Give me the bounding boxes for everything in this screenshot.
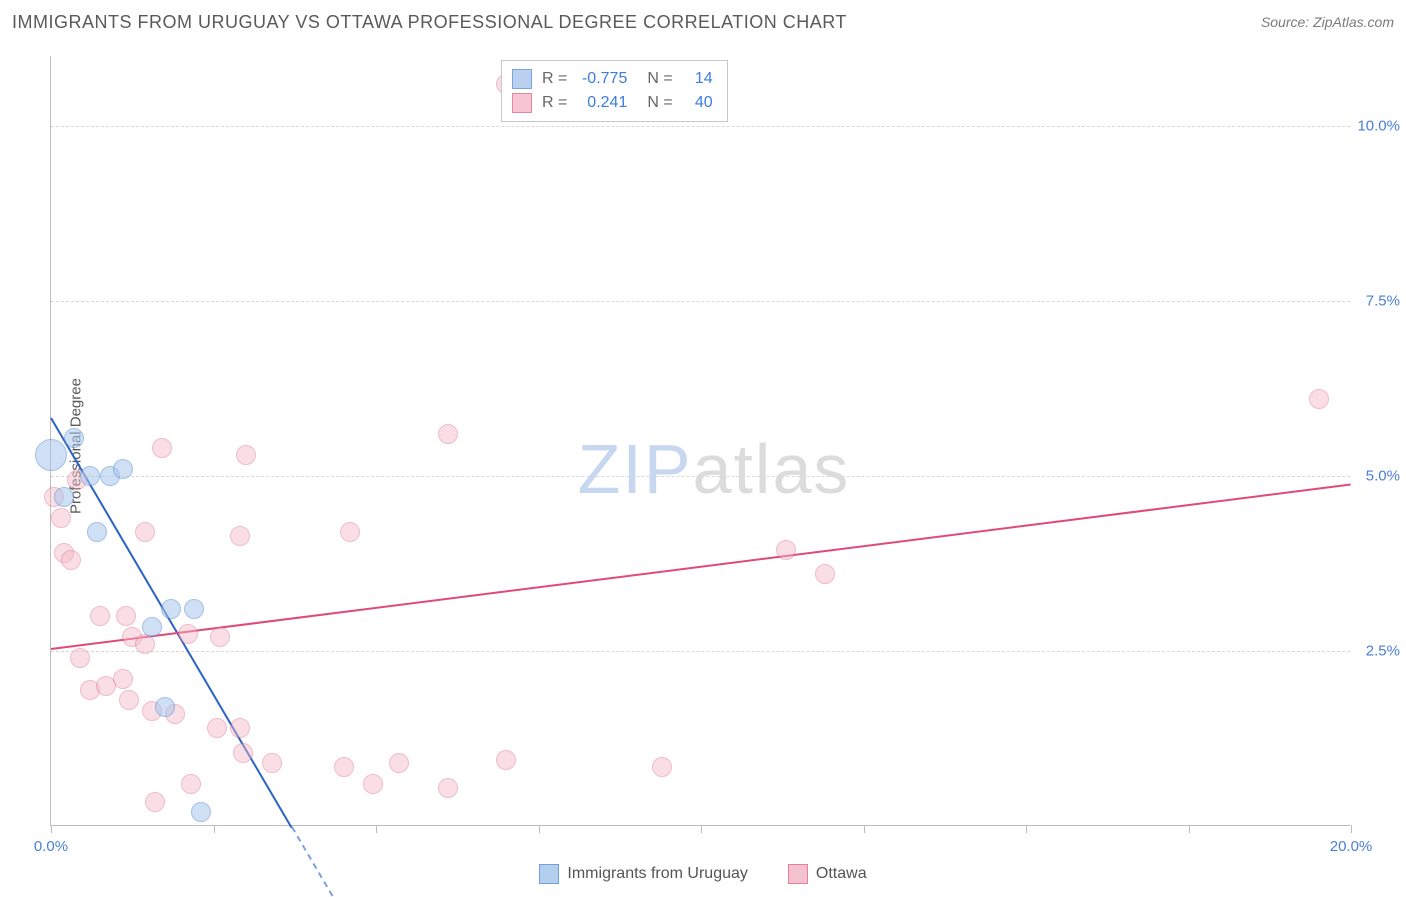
x-tick — [51, 825, 52, 833]
scatter-point — [262, 753, 282, 773]
x-tick — [214, 825, 215, 833]
x-tick — [376, 825, 377, 833]
scatter-point — [184, 599, 204, 619]
x-tick — [864, 825, 865, 833]
scatter-point — [815, 564, 835, 584]
scatter-point — [64, 428, 84, 448]
scatter-point — [70, 648, 90, 668]
correlation-row: R = -0.775 N = 14 — [512, 67, 713, 91]
x-tick-label: 20.0% — [1330, 838, 1373, 855]
y-tick-label: 7.5% — [1352, 293, 1400, 310]
r-value: 0.241 — [577, 91, 627, 115]
scatter-point — [236, 445, 256, 465]
scatter-point — [233, 743, 253, 763]
gridline-h — [51, 476, 1350, 477]
scatter-point — [80, 466, 100, 486]
r-label: R = — [542, 91, 567, 115]
y-tick-label: 2.5% — [1352, 643, 1400, 660]
scatter-point — [161, 599, 181, 619]
scatter-point — [496, 750, 516, 770]
watermark: ZIPatlas — [578, 429, 851, 509]
scatter-point — [363, 774, 383, 794]
scatter-point — [340, 522, 360, 542]
scatter-point — [230, 526, 250, 546]
scatter-point — [113, 459, 133, 479]
scatter-point — [178, 624, 198, 644]
legend-item: Immigrants from Uruguay — [539, 864, 748, 884]
source-label: Source: — [1261, 14, 1313, 30]
gridline-h — [51, 301, 1350, 302]
correlation-row: R = 0.241 N = 40 — [512, 91, 713, 115]
legend-label: Immigrants from Uruguay — [567, 865, 748, 883]
trend-line — [51, 483, 1351, 649]
r-value: -0.775 — [577, 67, 627, 91]
source-value: ZipAtlas.com — [1313, 14, 1394, 30]
legend-swatch — [512, 69, 532, 89]
scatter-point — [35, 439, 67, 471]
n-value: 40 — [683, 91, 713, 115]
scatter-plot-area: 2.5%5.0%7.5%10.0%0.0%20.0%ZIPatlasR =-0.… — [50, 56, 1350, 826]
scatter-point — [61, 550, 81, 570]
gridline-h — [51, 651, 1350, 652]
scatter-point — [389, 753, 409, 773]
scatter-point — [776, 540, 796, 560]
x-tick — [701, 825, 702, 833]
scatter-point — [181, 774, 201, 794]
x-tick — [1351, 825, 1352, 833]
source-attribution: Source: ZipAtlas.com — [1261, 14, 1394, 30]
n-label: N = — [647, 67, 672, 91]
scatter-point — [54, 487, 74, 507]
scatter-point — [96, 676, 116, 696]
scatter-point — [90, 606, 110, 626]
scatter-point — [334, 757, 354, 777]
legend-item: Ottawa — [788, 864, 867, 884]
bottom-legend: Immigrants from Uruguay Ottawa — [0, 864, 1406, 884]
scatter-point — [210, 627, 230, 647]
x-tick — [1189, 825, 1190, 833]
scatter-point — [51, 508, 71, 528]
scatter-point — [116, 606, 136, 626]
trend-line-dashed — [291, 826, 333, 896]
scatter-point — [142, 617, 162, 637]
gridline-h — [51, 126, 1350, 127]
scatter-point — [155, 697, 175, 717]
chart-header: IMMIGRANTS FROM URUGUAY VS OTTAWA PROFES… — [0, 0, 1406, 44]
scatter-point — [230, 718, 250, 738]
legend-swatch — [512, 93, 532, 113]
r-label: R = — [542, 67, 567, 91]
legend-swatch — [788, 864, 808, 884]
y-tick-label: 5.0% — [1352, 468, 1400, 485]
scatter-point — [135, 522, 155, 542]
scatter-point — [145, 792, 165, 812]
scatter-point — [438, 424, 458, 444]
chart-title: IMMIGRANTS FROM URUGUAY VS OTTAWA PROFES… — [12, 12, 847, 33]
scatter-point — [438, 778, 458, 798]
scatter-point — [1309, 389, 1329, 409]
scatter-point — [119, 690, 139, 710]
legend-label: Ottawa — [816, 865, 867, 883]
y-tick-label: 10.0% — [1352, 118, 1400, 135]
x-tick — [539, 825, 540, 833]
x-tick — [1026, 825, 1027, 833]
correlation-legend-box: R = -0.775 N = 14 R = 0.241 N = 40 — [501, 60, 728, 122]
x-tick-label: 0.0% — [34, 838, 68, 855]
scatter-point — [135, 634, 155, 654]
scatter-point — [87, 522, 107, 542]
legend-swatch — [539, 864, 559, 884]
scatter-point — [152, 438, 172, 458]
n-value: 14 — [683, 67, 713, 91]
scatter-point — [652, 757, 672, 777]
scatter-point — [191, 802, 211, 822]
scatter-point — [207, 718, 227, 738]
n-label: N = — [647, 91, 672, 115]
